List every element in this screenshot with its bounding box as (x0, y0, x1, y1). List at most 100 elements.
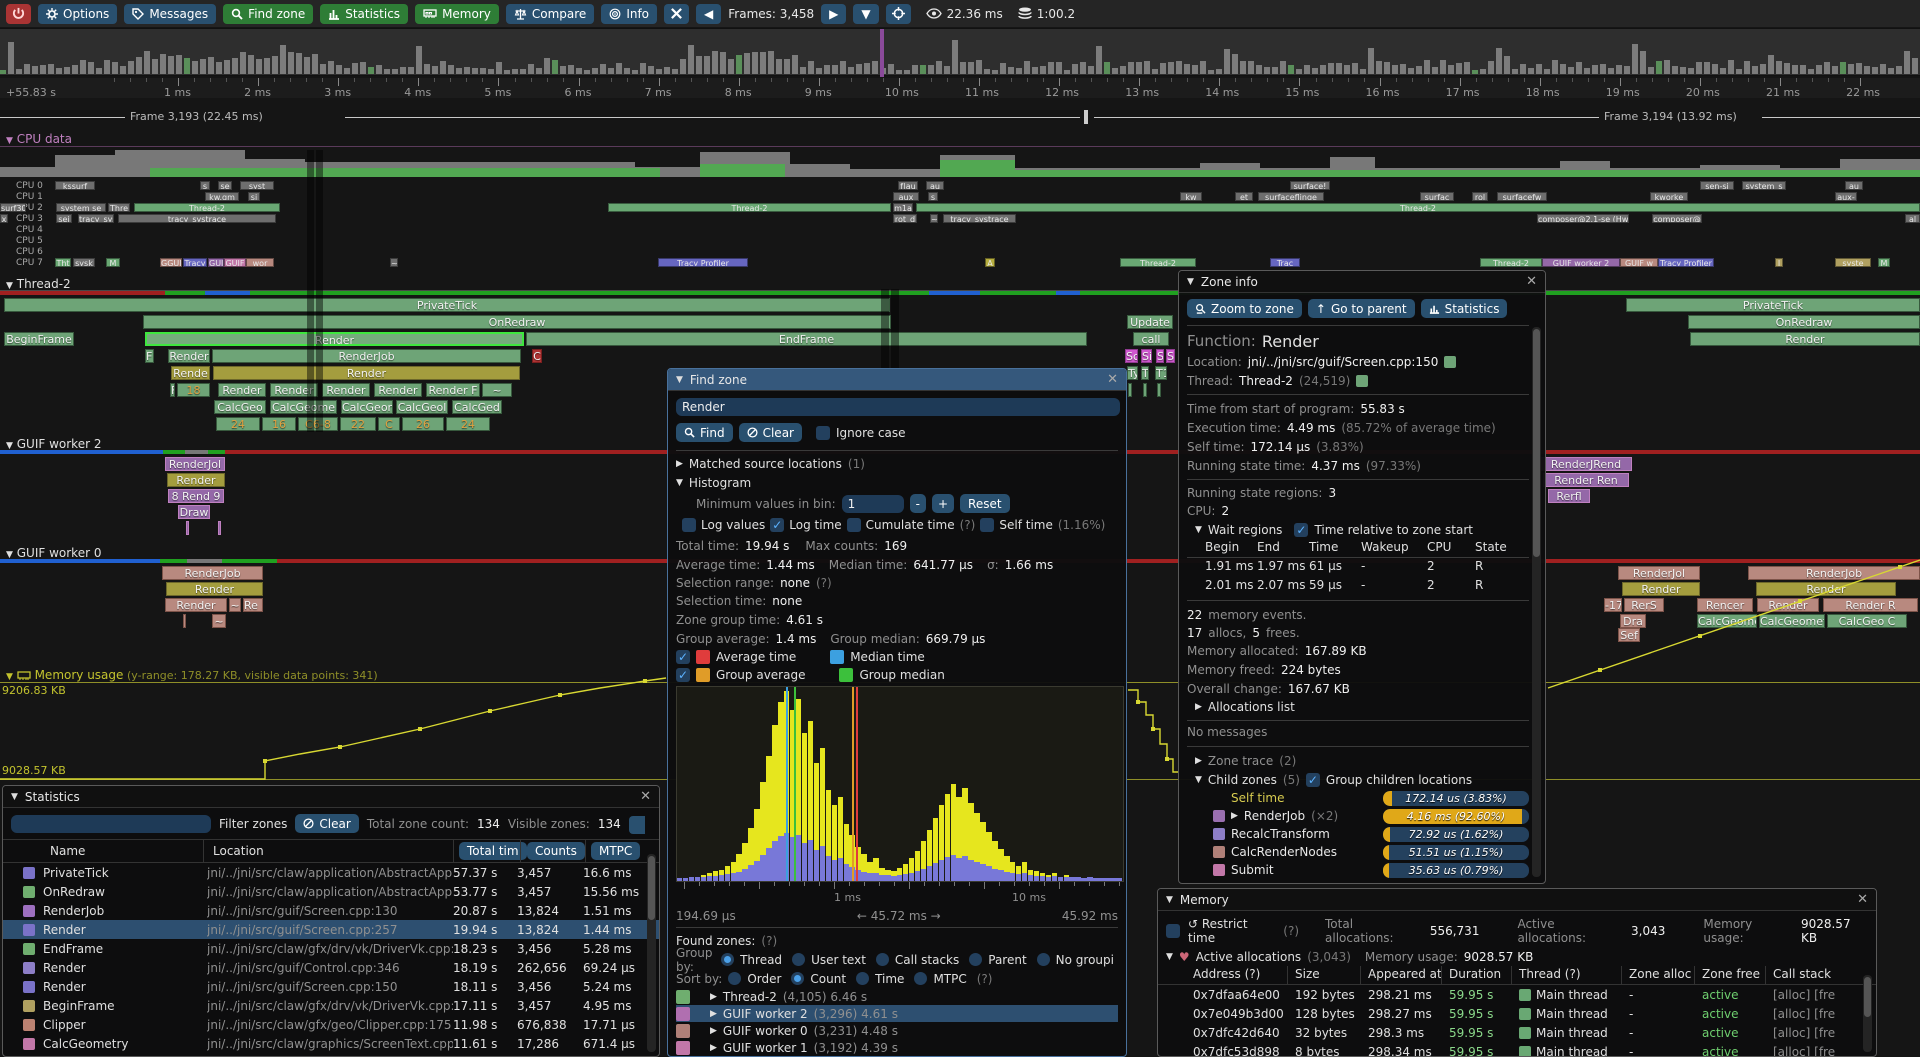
frame-bar[interactable] (1800, 65, 1806, 74)
frame-bar[interactable] (832, 65, 838, 74)
frame-bar[interactable] (848, 67, 854, 74)
frame-bar[interactable] (224, 60, 230, 74)
frame-dropdown-button[interactable]: ▼ (853, 4, 878, 24)
expand-icon[interactable]: ▶ (710, 1026, 717, 1036)
frame-bar[interactable] (320, 64, 326, 74)
cpu-zone-block[interactable]: x (0, 214, 8, 223)
frame-bar[interactable] (1752, 66, 1758, 74)
frame-bar[interactable] (576, 68, 582, 74)
frame-bar[interactable] (104, 60, 110, 74)
frame-bar[interactable] (1880, 64, 1886, 74)
frame-bar[interactable] (1736, 69, 1742, 74)
frame-bar[interactable] (1056, 62, 1062, 74)
frame-bar[interactable] (312, 54, 318, 74)
mem-col-zone-free[interactable]: Zone free (1702, 967, 1760, 981)
frame-bar[interactable] (1304, 65, 1310, 74)
timeline-zone[interactable]: Rerfl (1548, 489, 1590, 503)
frame-bar[interactable] (1592, 65, 1598, 74)
frame-bar[interactable] (1208, 70, 1214, 74)
frame-bar[interactable] (480, 68, 486, 74)
frame-bar[interactable] (728, 59, 734, 74)
frame-bar[interactable] (1136, 62, 1142, 74)
frame-bar[interactable] (1720, 68, 1726, 74)
timeline-zone[interactable]: call (1133, 332, 1169, 346)
frame-bar[interactable] (1488, 61, 1494, 74)
mem-col-size[interactable]: Size (1295, 967, 1320, 981)
cpu-zone-block[interactable]: surfaceflinge (1258, 192, 1324, 201)
frame-bar[interactable] (1704, 62, 1710, 74)
expand-icon[interactable]: ▶ (710, 1009, 717, 1019)
timeline-zone[interactable]: Re 5 (243, 598, 263, 612)
frame-bar[interactable] (32, 66, 38, 74)
log-time-checkbox[interactable]: ✓ (770, 518, 784, 532)
frame-bar[interactable] (376, 65, 382, 74)
frame-bar[interactable] (656, 69, 662, 74)
cumulate-time-checkbox[interactable] (847, 518, 861, 532)
find-zone-titlebar[interactable]: ▼ Find zone ✕ (668, 369, 1126, 391)
frame-bar[interactable] (160, 54, 166, 74)
cpu-data-header[interactable]: ▼ CPU data (6, 132, 72, 146)
cpu-zone-block[interactable]: composer@2.1-se (Hw (1537, 214, 1629, 223)
frame-bar[interactable] (584, 70, 590, 74)
frame-bar[interactable] (1536, 64, 1542, 74)
frame-bar[interactable] (1904, 51, 1910, 74)
found-zone-group[interactable]: ▶GUIF worker 1(3,192) 4.39 s (676, 1039, 1118, 1056)
frame-bar[interactable] (696, 56, 702, 74)
table-row[interactable]: CalcGeometryjni/../jni/src/claw/graphics… (3, 1034, 659, 1053)
memory-titlebar[interactable]: ▼ Memory ✕ (1158, 889, 1876, 911)
frame-bar[interactable] (912, 65, 918, 74)
statistics-button[interactable]: Statistics (320, 4, 408, 24)
cpu-zone-block[interactable]: Thread-2 (916, 203, 1920, 212)
timeline-zone[interactable]: CalcGeo (214, 400, 266, 414)
frame-3194-label[interactable]: Frame 3,194 (13.92 ms) (1604, 110, 1737, 123)
frame-bar[interactable] (1328, 63, 1334, 74)
frame-bar[interactable] (984, 69, 990, 74)
child-zone-row[interactable]: Self time172.14 us (3.83%) (1187, 789, 1529, 807)
frame-bar[interactable] (544, 58, 550, 74)
table-row[interactable]: Renderjni/../jni/src/guif/Screen.cpp:150… (3, 977, 659, 996)
frame-bar[interactable] (64, 67, 70, 74)
frame-bar[interactable] (1376, 61, 1382, 74)
frame-bar[interactable] (408, 67, 414, 74)
self-time-checkbox[interactable] (980, 518, 994, 532)
timeline-zone[interactable]: Render (1756, 582, 1896, 596)
frame-bar[interactable] (1112, 68, 1118, 74)
collapse-icon[interactable]: ▼ (1166, 895, 1173, 905)
frame-bar[interactable] (48, 64, 54, 74)
frame-bar[interactable] (1848, 64, 1854, 74)
cpu-zone-block[interactable]: syst (240, 181, 274, 190)
frame-bar[interactable] (944, 66, 950, 74)
frame-bar[interactable] (440, 61, 446, 74)
timeline-zone[interactable]: RerS (1624, 598, 1664, 612)
frame-bar[interactable] (1064, 70, 1070, 74)
cpu-zone-block[interactable]: sysk (73, 258, 95, 267)
memory-scrollbar[interactable] (1863, 975, 1872, 1052)
timeline-zone[interactable] (1157, 383, 1161, 397)
timeline-zone[interactable]: CalcGeol (396, 400, 448, 414)
frame-bar[interactable] (1712, 64, 1718, 74)
frame-bar[interactable] (432, 66, 438, 74)
frame-bar[interactable] (1608, 68, 1614, 74)
frame-bar[interactable] (1688, 68, 1694, 74)
frame-bar[interactable] (352, 63, 358, 74)
frame-bar[interactable] (904, 70, 910, 74)
frame-bar[interactable] (1400, 64, 1406, 74)
frame-bar[interactable] (240, 52, 246, 74)
frame-bar[interactable] (680, 59, 686, 74)
cpu-zone-block[interactable]: kworke (1650, 192, 1688, 201)
info-button[interactable]: Info (601, 4, 657, 24)
frame-bar[interactable] (1808, 69, 1814, 74)
zone-info-titlebar[interactable]: ▼ Zone info ✕ (1179, 271, 1545, 293)
frame-bar[interactable] (1144, 61, 1150, 74)
timeline-zone[interactable]: ~ (229, 598, 241, 612)
allocations-list[interactable]: ▶Allocations list (1187, 698, 1529, 716)
frame-bar[interactable] (1744, 61, 1750, 74)
col-total-time[interactable]: Total tim (459, 842, 527, 860)
timeline-zone[interactable] (183, 614, 186, 628)
frame-bar[interactable] (1312, 68, 1318, 74)
cpu-zone-block[interactable]: I (1775, 258, 1783, 267)
frame-bar[interactable] (176, 55, 182, 74)
table-row[interactable]: Renderjni/../jni/src/guif/Screen.cpp:257… (3, 920, 659, 939)
frame-bar[interactable] (536, 68, 542, 74)
frame-bar[interactable] (448, 65, 454, 74)
